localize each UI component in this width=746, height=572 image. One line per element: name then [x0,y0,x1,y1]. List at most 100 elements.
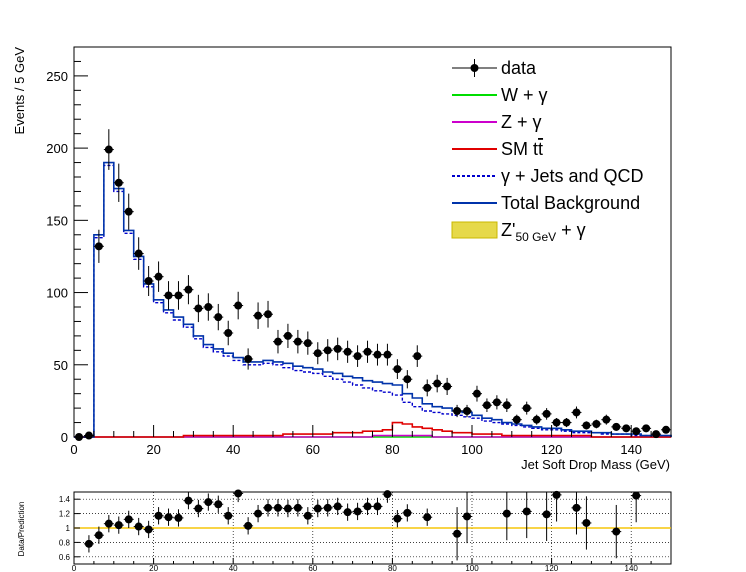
data-point [621,424,632,433]
ratio-point [213,495,224,513]
ratio-point [541,492,552,541]
ratio-point [273,499,283,517]
ratio-point [551,490,562,522]
main-x-tick-label: 120 [541,442,563,457]
data-point [173,281,184,310]
main-x-tick-label: 80 [385,442,399,457]
ratio-point [392,510,403,528]
data-point [213,303,224,331]
ratio-y-tick-label: 1.2 [59,510,71,519]
ratio-point [123,510,134,528]
main-y-tick-label: 50 [54,358,68,373]
main-x-tick-label: 140 [620,442,642,457]
main-x-tick-label: 60 [306,442,320,457]
legend-entry-z: Z + γ [452,112,542,132]
legend-label: Total Background [501,193,640,213]
ratio-point [233,489,244,503]
data-point [123,193,134,230]
ratio-x-tick-label: 0 [72,564,77,572]
data-point [601,414,612,425]
ratio-point [223,507,234,525]
data-point [631,427,642,436]
data-point [521,401,532,415]
ratio-point [312,499,323,518]
data-point [661,425,671,434]
data-point [561,417,572,428]
legend-entry-total: Total Background [452,193,640,213]
main-y-axis-label: Events / 5 GeV [12,47,27,135]
legend-label: γ + Jets and QCD [501,166,644,186]
ratio-point [243,517,254,535]
data-point [163,281,174,310]
ratio-point [302,507,313,525]
ratio-point [571,492,582,535]
main-y-tick-label: 0 [61,430,68,445]
data-point [481,398,492,412]
ratio-point [501,492,512,541]
data-point [322,339,333,362]
legend-entry-signal: Z'50 GeV + γ [451,220,586,244]
ratio-point [253,504,264,523]
legend-entry-tt_prefix: SM tt [452,139,543,159]
ratio-point [352,502,363,521]
data-point [611,422,622,431]
ratio-point [322,499,333,517]
ratio-y-tick-label: 1.4 [59,495,71,504]
data-point [511,414,522,425]
ratio-point [143,520,154,539]
ratio-reference-line [74,527,671,529]
data-point [491,395,502,410]
ratio-point [263,499,273,517]
data-point [263,300,273,328]
data-point [183,275,194,305]
ratio-x-tick-label: 60 [308,564,317,572]
main-x-tick-label: 20 [146,442,160,457]
main-x-tick-label: 0 [70,442,77,457]
data-point [462,404,472,418]
legend-entry-qcd: γ + Jets and QCD [452,166,644,186]
ratio-x-tick-label: 80 [388,564,397,572]
data-point [312,342,323,365]
ratio-point [282,499,293,518]
data-point [541,408,552,420]
ratio-y-tick-label: 0.8 [59,538,71,547]
data-point [472,385,482,402]
ratio-point [342,503,353,521]
data-point [243,348,254,370]
data-point [103,129,114,170]
data-point [432,374,443,393]
main-x-tick-label: 100 [461,442,483,457]
data-point [362,340,373,363]
ratio-point [382,490,393,503]
data-point [352,345,363,367]
data-point [551,417,562,428]
legend-entry-data: data [452,58,537,78]
total-background-histogram [74,161,672,438]
data-point [332,337,343,361]
data-point [342,340,353,363]
legend-label: W + γ [501,85,548,105]
ratio-point [93,526,104,544]
data-point [442,377,453,395]
ratio-x-tick-label: 120 [545,564,559,572]
ratio-point [83,535,94,553]
ratio-point [163,508,174,526]
data-point [591,419,602,429]
main-plot-frame [73,46,672,438]
data-point [83,431,94,440]
ratio-y-tick-label: 0.6 [59,553,71,562]
ratio-point [113,516,124,534]
ratio-point [193,499,204,518]
data-point [133,237,144,270]
legend-label: Z + γ [501,112,542,132]
data-point [253,302,264,329]
ratio-y-tick-label: 1 [66,524,71,533]
ratio-point [402,504,413,522]
data-point [402,370,413,389]
legend-entry-w: W + γ [452,85,548,105]
ratio-point [133,517,144,536]
ratio-point [611,504,622,559]
ratio-point [173,509,184,527]
data-point [382,343,393,366]
